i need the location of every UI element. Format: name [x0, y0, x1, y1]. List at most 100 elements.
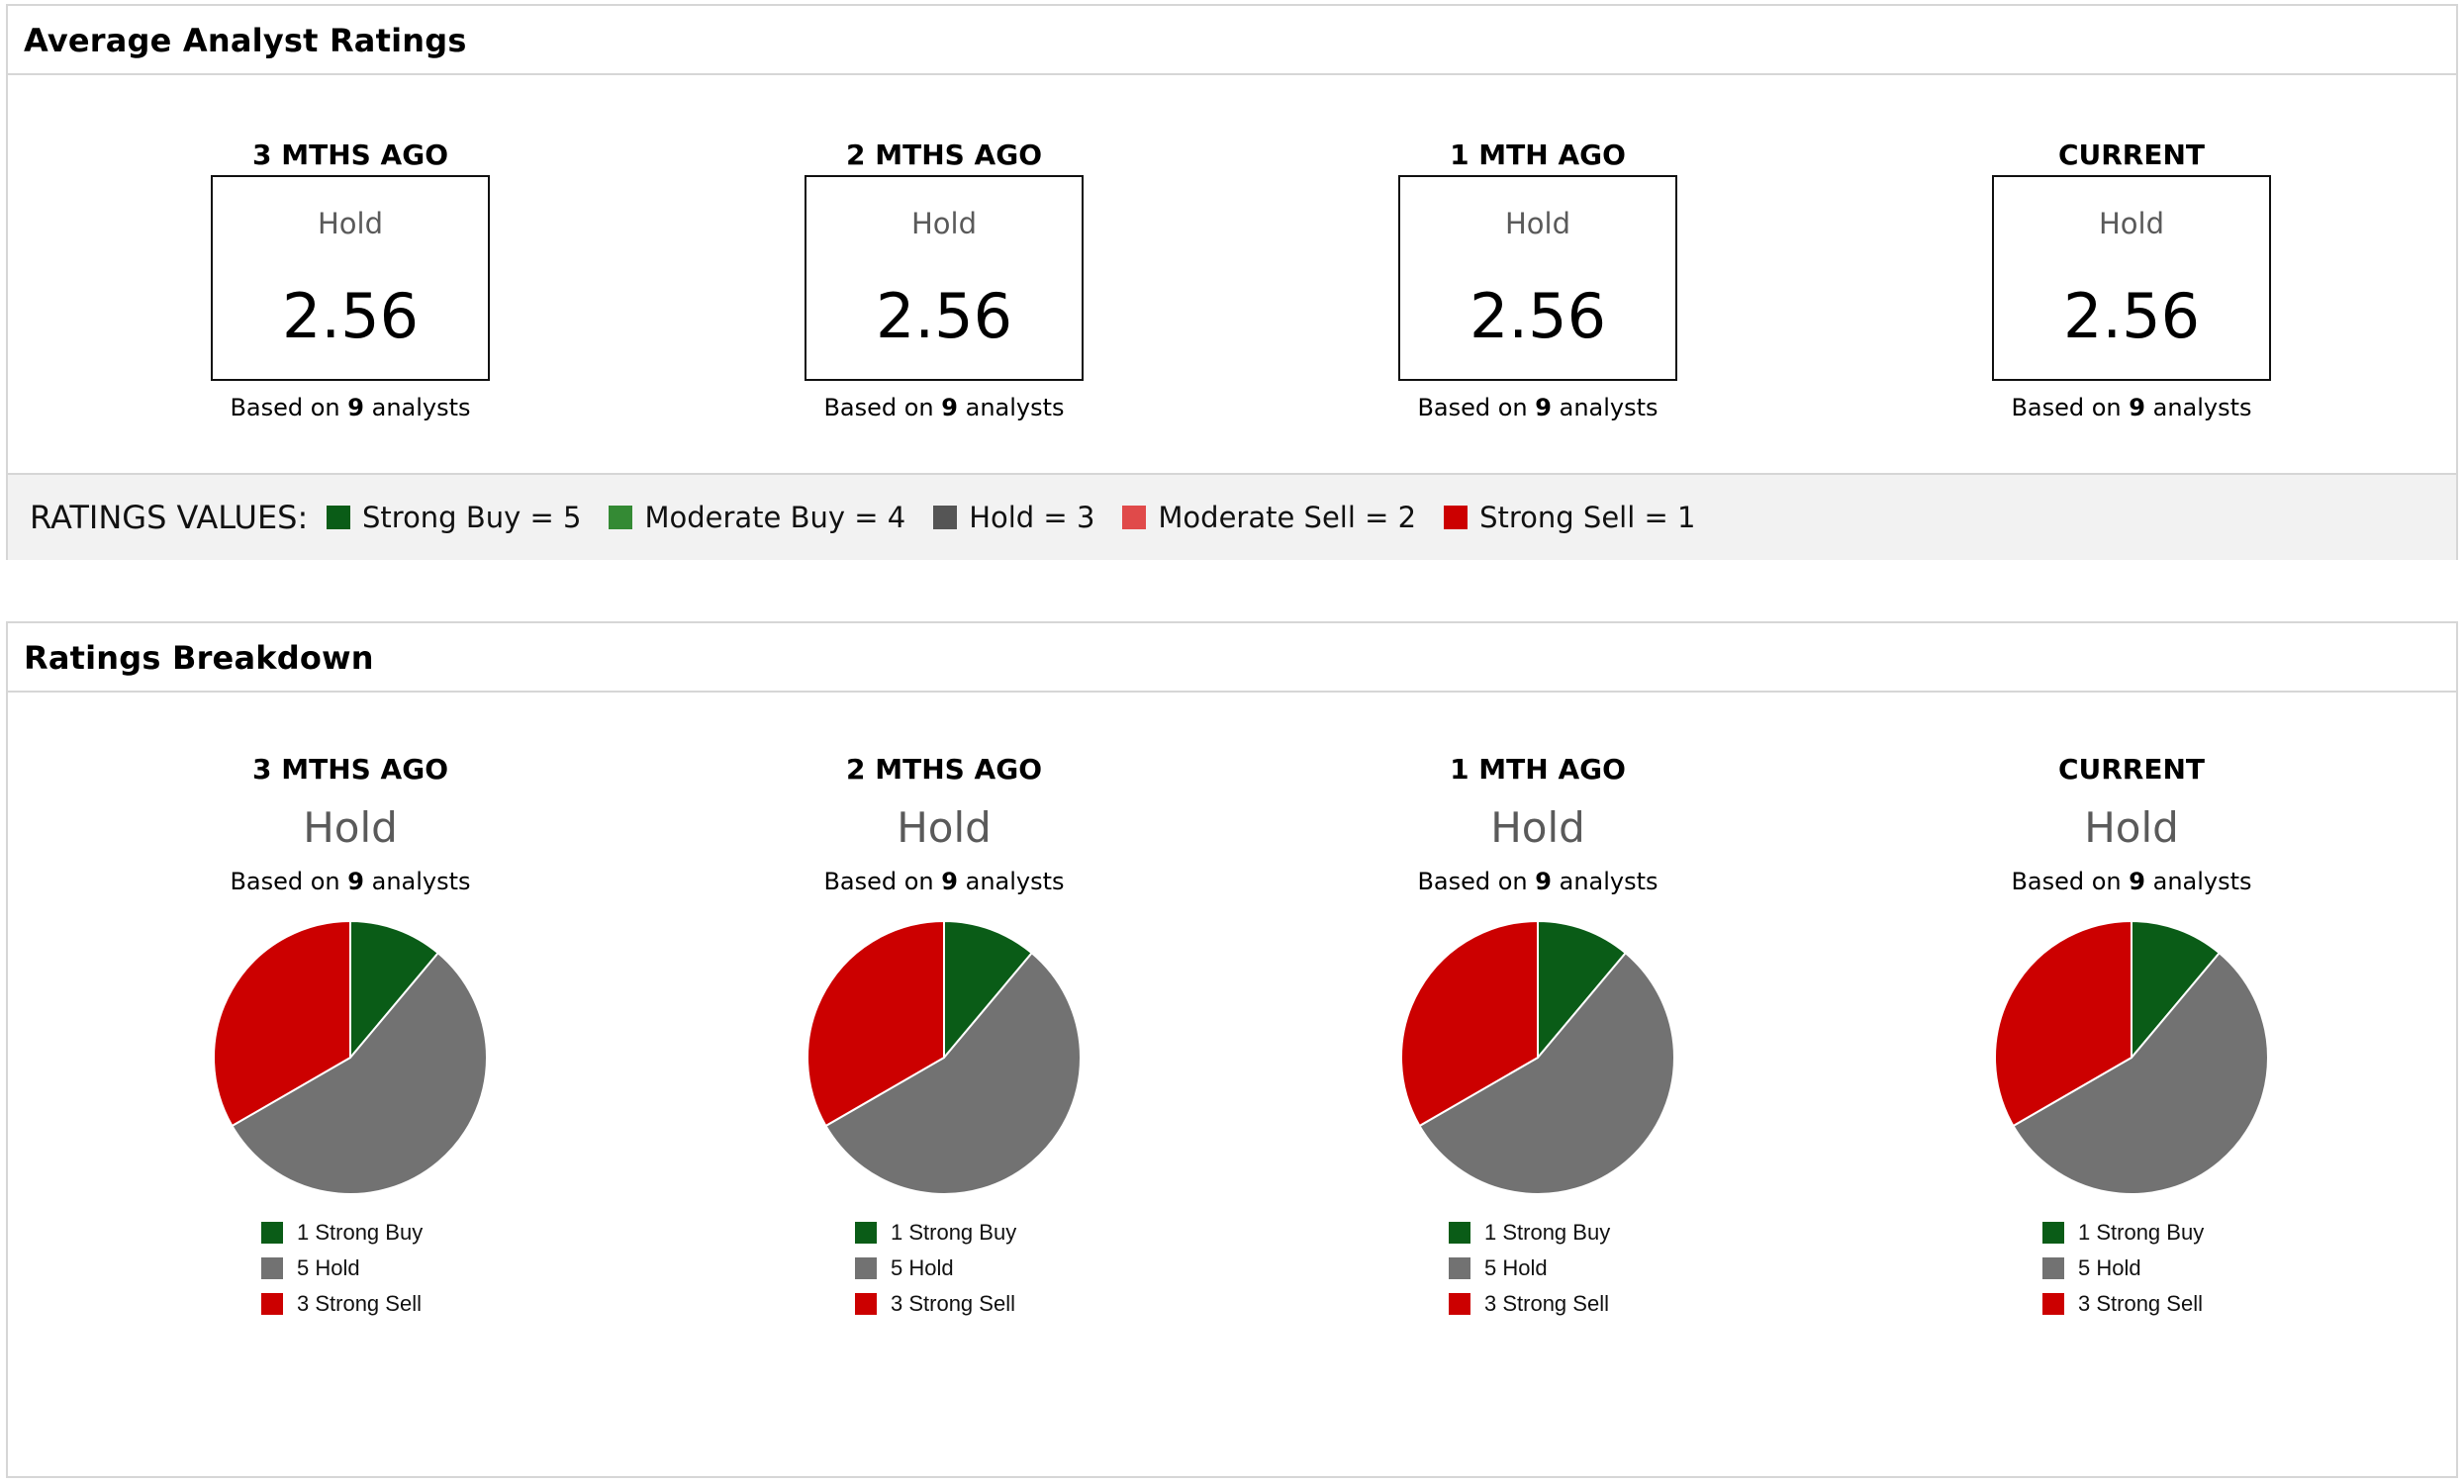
- based-prefix: Based on: [2011, 868, 2122, 895]
- rating-score: 2.56: [281, 280, 420, 352]
- rating-value-hold: Hold = 3: [933, 501, 1094, 534]
- based-on-text: Based on 9 analysts: [1340, 867, 1736, 896]
- legend-item-strong-buy: 1 Strong Buy: [855, 1215, 1033, 1251]
- strong-sell-swatch-icon: [855, 1293, 877, 1315]
- legend-item-strong-buy: 1 Strong Buy: [261, 1215, 439, 1251]
- strong-sell-swatch-icon: [2042, 1293, 2064, 1315]
- rating-value-strong-sell: Strong Sell = 1: [1444, 501, 1695, 534]
- rating-value-strong-buy: Strong Buy = 5: [327, 501, 581, 534]
- based-prefix: Based on: [823, 394, 934, 421]
- rating-word: Hold: [897, 803, 992, 852]
- rating-score: 2.56: [875, 280, 1013, 352]
- based-prefix: Based on: [230, 394, 340, 421]
- pie-slice-strong-sell[interactable]: [1400, 919, 1539, 1128]
- rating-value-label: Hold = 3: [969, 501, 1095, 534]
- column-label: 3 MTHS AGO: [252, 753, 448, 786]
- analyst-count: 9: [2129, 394, 2145, 421]
- rating-box: Hold 2.56: [805, 175, 1084, 381]
- legend-label: 5 Hold: [1484, 1255, 1548, 1280]
- rating-box: Hold 2.56: [1992, 175, 2271, 381]
- analyst-count: 9: [941, 868, 958, 895]
- legend-item-hold: 5 Hold: [855, 1251, 1033, 1286]
- based-prefix: Based on: [1417, 868, 1528, 895]
- based-prefix: Based on: [230, 868, 340, 895]
- rating-word: Hold: [910, 207, 977, 240]
- rating-box: Hold 2.56: [1398, 175, 1677, 381]
- column-label: 2 MTHS AGO: [846, 753, 1042, 786]
- rating-word: Hold: [1504, 207, 1570, 240]
- average-analyst-ratings-panel: Average Analyst Ratings 3 MTHS AGO Hold …: [6, 4, 2458, 560]
- analyst-count: 9: [2129, 868, 2145, 895]
- pie-chart: [1994, 919, 2269, 1195]
- based-suffix: analysts: [371, 394, 471, 421]
- column-label: 3 MTHS AGO: [252, 139, 448, 171]
- pie-slice-hold[interactable]: [824, 951, 1082, 1195]
- ratings-breakdown-panel: Ratings Breakdown 3 MTHS AGO Hold Based …: [6, 621, 2458, 1478]
- hold-swatch-icon: [1449, 1257, 1470, 1279]
- breakdown-column-1-mth-ago: 1 MTH AGO Hold Based on 9 analysts 1 Str…: [1340, 752, 1736, 1322]
- pie-slice-strong-buy[interactable]: [1537, 919, 1628, 1061]
- based-suffix: analysts: [371, 868, 471, 895]
- pie-legend: 1 Strong Buy 5 Hold 3 Strong Sell: [2042, 1215, 2221, 1322]
- pie-legend: 1 Strong Buy 5 Hold 3 Strong Sell: [1449, 1215, 1627, 1322]
- based-suffix: analysts: [965, 394, 1065, 421]
- based-on-text: Based on 9 analysts: [746, 867, 1142, 896]
- rating-word: Hold: [317, 207, 383, 240]
- column-label: 2 MTHS AGO: [846, 139, 1042, 171]
- based-on-text: Based on 9 analysts: [152, 867, 548, 896]
- hold-swatch-icon: [855, 1257, 877, 1279]
- legend-label: 1 Strong Buy: [2078, 1220, 2205, 1245]
- legend-label: 3 Strong Sell: [891, 1291, 1015, 1316]
- pie-chart: [213, 919, 488, 1195]
- analyst-count: 9: [941, 394, 958, 421]
- based-on-text: Based on 9 analysts: [1934, 393, 2329, 422]
- legend-item-strong-sell: 3 Strong Sell: [2042, 1286, 2221, 1322]
- rating-value-label: Strong Buy = 5: [362, 501, 582, 534]
- hold-swatch-icon: [261, 1257, 283, 1279]
- based-suffix: analysts: [2152, 394, 2252, 421]
- based-on-text: Based on 9 analysts: [152, 393, 548, 422]
- pie-slice-strong-sell[interactable]: [1994, 919, 2132, 1128]
- based-suffix: analysts: [1559, 868, 1658, 895]
- legend-label: 5 Hold: [297, 1255, 360, 1280]
- based-suffix: analysts: [2152, 868, 2252, 895]
- strong-buy-swatch-icon: [855, 1222, 877, 1244]
- strong-sell-swatch-icon: [1449, 1293, 1470, 1315]
- legend-label: 5 Hold: [891, 1255, 954, 1280]
- strong-buy-swatch-icon: [1449, 1222, 1470, 1244]
- analyst-count: 9: [1535, 394, 1552, 421]
- rating-score: 2.56: [2062, 280, 2201, 352]
- hold-swatch-icon: [933, 506, 958, 529]
- legend-label: 3 Strong Sell: [297, 1291, 422, 1316]
- rating-value-label: Moderate Buy = 4: [644, 501, 906, 534]
- analyst-count: 9: [1535, 868, 1552, 895]
- pie-chart: [806, 919, 1082, 1195]
- rating-value-label: Strong Sell = 1: [1479, 501, 1696, 534]
- pie-slice-strong-buy[interactable]: [2131, 919, 2222, 1061]
- hold-swatch-icon: [2042, 1257, 2064, 1279]
- avg-column-current: CURRENT Hold 2.56 Based on 9 analysts: [1934, 138, 2329, 422]
- based-suffix: analysts: [1559, 394, 1658, 421]
- pie-slice-hold[interactable]: [1418, 951, 1675, 1195]
- pie-slice-strong-sell[interactable]: [213, 919, 351, 1128]
- legend-item-hold: 5 Hold: [261, 1251, 439, 1286]
- legend-label: 3 Strong Sell: [1484, 1291, 1609, 1316]
- breakdown-column-3-mths-ago: 3 MTHS AGO Hold Based on 9 analysts 1 St…: [152, 752, 548, 1322]
- based-suffix: analysts: [965, 868, 1065, 895]
- pie-slice-hold[interactable]: [2012, 951, 2269, 1195]
- column-label: 1 MTH AGO: [1450, 139, 1626, 171]
- pie-slice-strong-buy[interactable]: [349, 919, 440, 1061]
- pie-slice-hold[interactable]: [231, 951, 488, 1195]
- pie-slice-strong-sell[interactable]: [806, 919, 945, 1128]
- strong-buy-swatch-icon: [2042, 1222, 2064, 1244]
- rating-word: Hold: [2098, 207, 2164, 240]
- moderate-sell-swatch-icon: [1122, 506, 1147, 529]
- based-on-text: Based on 9 analysts: [746, 393, 1142, 422]
- rating-value-label: Moderate Sell = 2: [1158, 501, 1417, 534]
- pie-slice-strong-buy[interactable]: [943, 919, 1034, 1061]
- moderate-buy-swatch-icon: [609, 506, 633, 529]
- legend-item-strong-sell: 3 Strong Sell: [855, 1286, 1033, 1322]
- pie-chart: [1400, 919, 1675, 1195]
- based-on-text: Based on 9 analysts: [1934, 867, 2329, 896]
- legend-item-hold: 5 Hold: [1449, 1251, 1627, 1286]
